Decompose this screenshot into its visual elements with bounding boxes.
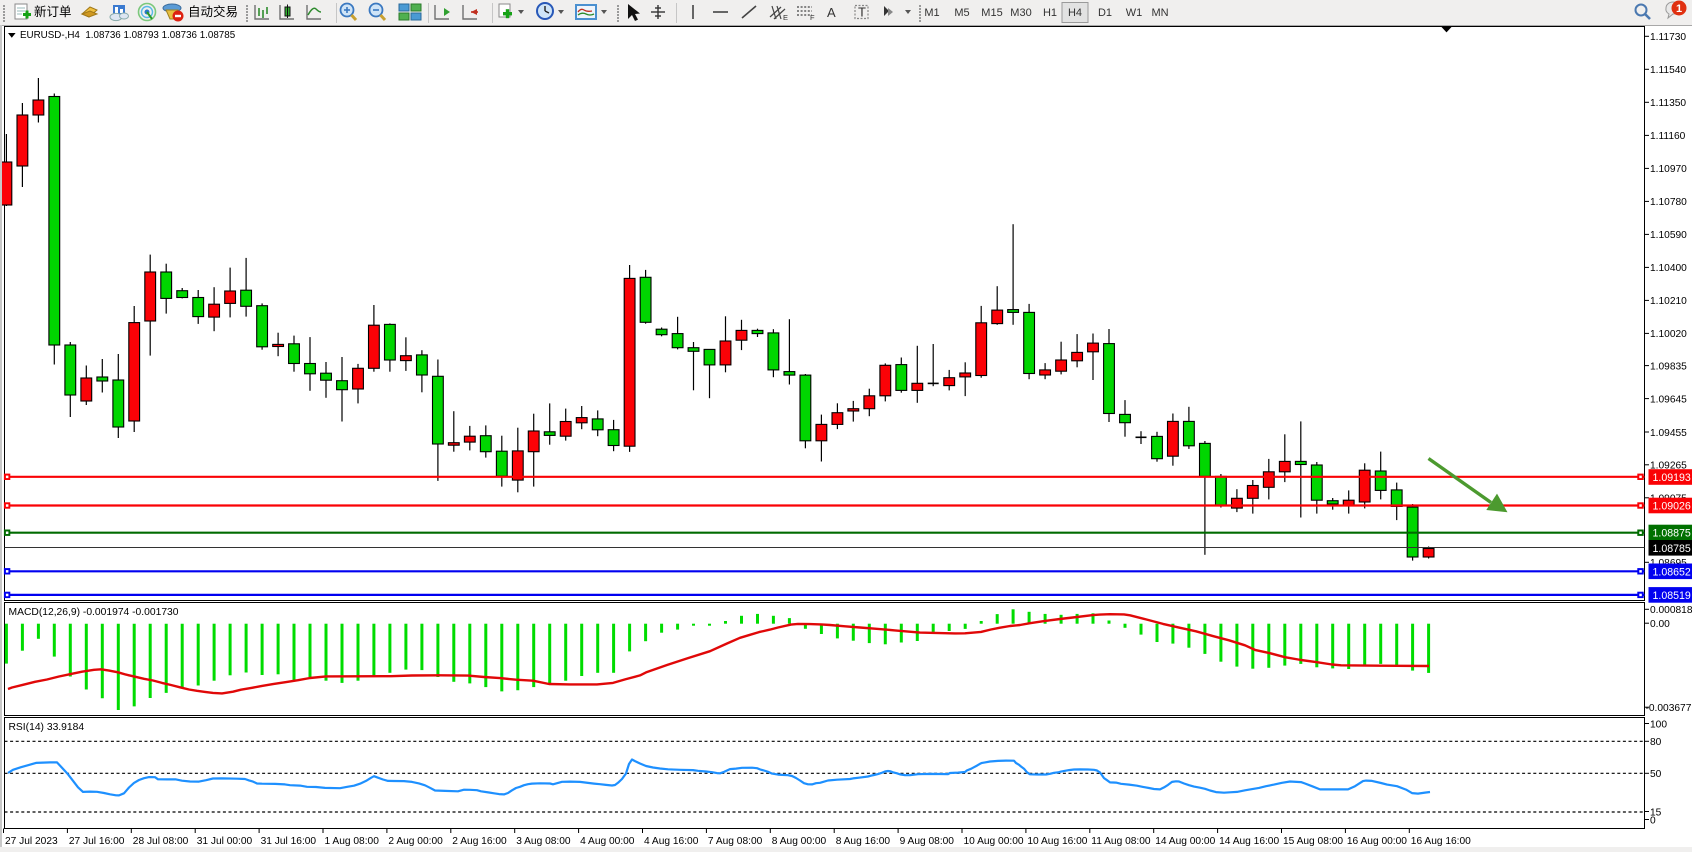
svg-text:自动交易: 自动交易 [188, 4, 238, 19]
svg-text:4 Aug 16:00: 4 Aug 16:00 [644, 836, 699, 847]
svg-text:1.10780: 1.10780 [1650, 197, 1687, 208]
svg-text:H4: H4 [1068, 7, 1082, 19]
svg-text:M30: M30 [1010, 7, 1031, 19]
svg-text:1.08652: 1.08652 [1653, 566, 1691, 578]
svg-text:16 Aug 16:00: 16 Aug 16:00 [1411, 836, 1471, 847]
svg-text:1.09455: 1.09455 [1650, 428, 1687, 439]
svg-text:0: 0 [1650, 815, 1656, 826]
svg-text:15 Aug 08:00: 15 Aug 08:00 [1283, 836, 1343, 847]
svg-text:1.11730: 1.11730 [1650, 32, 1686, 43]
svg-text:11 Aug 08:00: 11 Aug 08:00 [1091, 836, 1151, 847]
svg-text:1.11160: 1.11160 [1650, 131, 1686, 142]
svg-text:MN: MN [1151, 7, 1168, 19]
svg-text:T: T [858, 5, 866, 20]
svg-text:100: 100 [1650, 719, 1667, 730]
svg-text:EURUSD-,H4 1.08736 1.08793 1.: EURUSD-,H4 1.08736 1.08793 1.08736 1.087… [20, 30, 236, 41]
svg-text:D1: D1 [1098, 7, 1112, 19]
svg-text:31 Jul 16:00: 31 Jul 16:00 [261, 836, 317, 847]
svg-text:1.10400: 1.10400 [1650, 263, 1687, 274]
svg-text:W1: W1 [1126, 7, 1143, 19]
svg-text:M15: M15 [981, 7, 1002, 19]
svg-text:RSI(14) 33.9184: RSI(14) 33.9184 [9, 722, 85, 733]
svg-text:8 Aug 00:00: 8 Aug 00:00 [772, 836, 827, 847]
svg-text:-0.003677: -0.003677 [1646, 703, 1692, 714]
svg-text:H1: H1 [1043, 7, 1057, 19]
svg-text:新订单: 新订单 [34, 4, 72, 19]
svg-text:M1: M1 [924, 7, 939, 19]
svg-text:3 Aug 08:00: 3 Aug 08:00 [516, 836, 571, 847]
svg-text:1.08875: 1.08875 [1653, 528, 1691, 540]
svg-text:2 Aug 00:00: 2 Aug 00:00 [388, 836, 443, 847]
svg-text:14 Aug 16:00: 14 Aug 16:00 [1219, 836, 1279, 847]
svg-text:7 Aug 08:00: 7 Aug 08:00 [708, 836, 763, 847]
svg-text:1.08785: 1.08785 [1653, 543, 1691, 555]
svg-text:1.10020: 1.10020 [1650, 329, 1687, 340]
svg-text:28 Jul 08:00: 28 Jul 08:00 [133, 836, 189, 847]
svg-text:1.10590: 1.10590 [1650, 230, 1687, 241]
svg-text:1.09645: 1.09645 [1650, 394, 1687, 405]
svg-text:F: F [810, 13, 815, 22]
svg-text:16 Aug 00:00: 16 Aug 00:00 [1347, 836, 1407, 847]
svg-text:27 Jul 2023: 27 Jul 2023 [5, 836, 58, 847]
svg-text:8 Aug 16:00: 8 Aug 16:00 [836, 836, 891, 847]
svg-text:10 Aug 00:00: 10 Aug 00:00 [964, 836, 1024, 847]
svg-text:80: 80 [1650, 737, 1662, 748]
svg-text:1: 1 [1676, 3, 1682, 15]
svg-text:1.09193: 1.09193 [1653, 472, 1691, 484]
svg-text:0.00: 0.00 [1650, 619, 1670, 630]
svg-text:E: E [783, 13, 788, 22]
svg-text:1.09835: 1.09835 [1650, 361, 1687, 372]
svg-text:1.10210: 1.10210 [1650, 296, 1687, 307]
svg-text:1.11540: 1.11540 [1650, 65, 1686, 76]
svg-text:0.000818: 0.000818 [1650, 605, 1692, 616]
svg-text:A: A [827, 5, 836, 20]
svg-text:2 Aug 16:00: 2 Aug 16:00 [452, 836, 507, 847]
svg-text:1.10970: 1.10970 [1650, 164, 1687, 175]
svg-text:50: 50 [1650, 769, 1662, 780]
svg-text:1 Aug 08:00: 1 Aug 08:00 [325, 836, 380, 847]
svg-text:1.08519: 1.08519 [1653, 590, 1691, 602]
svg-text:M5: M5 [954, 7, 969, 19]
svg-text:MACD(12,26,9) -0.001974 -0.001: MACD(12,26,9) -0.001974 -0.001730 [9, 607, 179, 618]
svg-text:4 Aug 00:00: 4 Aug 00:00 [580, 836, 635, 847]
svg-text:31 Jul 00:00: 31 Jul 00:00 [197, 836, 253, 847]
svg-text:1.09265: 1.09265 [1650, 461, 1687, 472]
svg-text:9 Aug 08:00: 9 Aug 08:00 [900, 836, 955, 847]
svg-text:1.11350: 1.11350 [1650, 98, 1686, 109]
svg-text:15: 15 [1650, 807, 1662, 818]
svg-text:27 Jul 16:00: 27 Jul 16:00 [69, 836, 125, 847]
svg-text:1.09026: 1.09026 [1653, 501, 1691, 513]
svg-text:10 Aug 16:00: 10 Aug 16:00 [1027, 836, 1087, 847]
svg-text:14 Aug 00:00: 14 Aug 00:00 [1155, 836, 1215, 847]
